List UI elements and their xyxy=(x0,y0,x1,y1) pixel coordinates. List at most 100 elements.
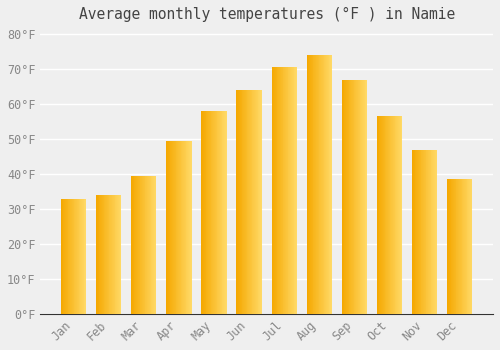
Bar xyxy=(309,55,310,314)
Bar xyxy=(154,176,156,314)
Bar xyxy=(84,198,86,314)
Bar xyxy=(131,176,132,314)
Bar xyxy=(183,141,184,314)
Bar xyxy=(400,117,402,314)
Bar xyxy=(150,176,152,314)
Bar xyxy=(251,90,252,314)
Bar xyxy=(144,176,146,314)
Bar xyxy=(111,195,112,314)
Bar xyxy=(174,141,176,314)
Bar xyxy=(140,176,141,314)
Bar xyxy=(147,176,148,314)
Bar xyxy=(167,141,168,314)
Bar xyxy=(261,90,262,314)
Bar xyxy=(190,141,192,314)
Bar xyxy=(100,195,101,314)
Bar xyxy=(462,179,463,314)
Bar xyxy=(455,179,456,314)
Bar xyxy=(322,55,324,314)
Bar xyxy=(394,117,396,314)
Bar xyxy=(430,149,432,314)
Bar xyxy=(104,195,106,314)
Bar xyxy=(106,195,107,314)
Bar xyxy=(132,176,133,314)
Bar xyxy=(320,55,321,314)
Bar xyxy=(458,179,459,314)
Bar xyxy=(166,141,167,314)
Bar xyxy=(344,80,345,314)
Bar xyxy=(294,68,295,314)
Bar xyxy=(419,149,420,314)
Bar xyxy=(214,111,215,314)
Bar xyxy=(236,90,238,314)
Bar xyxy=(213,111,214,314)
Bar xyxy=(179,141,180,314)
Bar xyxy=(102,195,104,314)
Bar xyxy=(248,90,249,314)
Bar xyxy=(460,179,462,314)
Bar xyxy=(65,198,66,314)
Bar xyxy=(279,68,280,314)
Bar xyxy=(245,90,246,314)
Bar xyxy=(243,90,244,314)
Bar xyxy=(434,149,435,314)
Bar xyxy=(278,68,279,314)
Bar xyxy=(296,68,297,314)
Bar xyxy=(224,111,225,314)
Bar xyxy=(427,149,428,314)
Bar xyxy=(117,195,118,314)
Bar xyxy=(358,80,360,314)
Bar xyxy=(308,55,309,314)
Bar xyxy=(96,195,97,314)
Bar xyxy=(321,55,322,314)
Bar xyxy=(137,176,138,314)
Bar xyxy=(110,195,111,314)
Bar xyxy=(318,55,320,314)
Bar xyxy=(315,55,316,314)
Bar xyxy=(113,195,114,314)
Bar xyxy=(206,111,208,314)
Bar xyxy=(396,117,397,314)
Bar xyxy=(259,90,260,314)
Bar xyxy=(134,176,136,314)
Bar xyxy=(469,179,470,314)
Bar xyxy=(292,68,294,314)
Bar xyxy=(435,149,436,314)
Bar xyxy=(426,149,427,314)
Bar xyxy=(112,195,113,314)
Bar xyxy=(412,149,413,314)
Bar xyxy=(189,141,190,314)
Bar xyxy=(74,198,75,314)
Bar xyxy=(218,111,219,314)
Bar xyxy=(168,141,169,314)
Bar xyxy=(350,80,351,314)
Bar xyxy=(380,117,381,314)
Bar xyxy=(169,141,170,314)
Bar xyxy=(173,141,174,314)
Bar xyxy=(61,198,62,314)
Bar xyxy=(202,111,203,314)
Bar xyxy=(465,179,466,314)
Bar xyxy=(470,179,471,314)
Bar xyxy=(219,111,220,314)
Bar xyxy=(118,195,119,314)
Bar xyxy=(378,117,380,314)
Bar xyxy=(62,198,64,314)
Bar xyxy=(418,149,419,314)
Bar xyxy=(433,149,434,314)
Bar xyxy=(75,198,76,314)
Bar xyxy=(238,90,239,314)
Bar xyxy=(255,90,256,314)
Bar xyxy=(422,149,423,314)
Bar xyxy=(143,176,144,314)
Bar xyxy=(314,55,315,314)
Bar xyxy=(114,195,116,314)
Bar xyxy=(466,179,468,314)
Bar xyxy=(203,111,204,314)
Bar xyxy=(447,179,448,314)
Bar xyxy=(78,198,80,314)
Bar xyxy=(345,80,346,314)
Bar xyxy=(258,90,259,314)
Bar xyxy=(225,111,226,314)
Bar xyxy=(72,198,74,314)
